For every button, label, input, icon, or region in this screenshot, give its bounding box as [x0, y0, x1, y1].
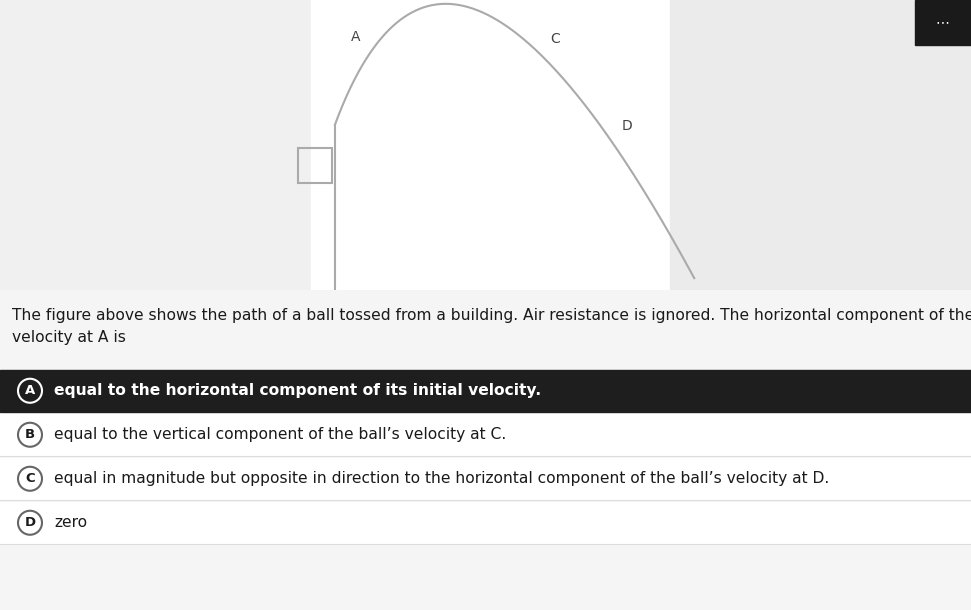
Bar: [298, 148, 332, 182]
Text: equal to the vertical component of the ball’s velocity at C.: equal to the vertical component of the b…: [54, 427, 506, 442]
Bar: [0, 458, 971, 500]
Circle shape: [18, 423, 42, 447]
Text: zero: zero: [54, 515, 87, 530]
Bar: [0, 0, 311, 290]
Text: D: D: [621, 119, 632, 133]
Text: The figure above shows the path of a ball tossed from a building. Air resistance: The figure above shows the path of a bal…: [12, 308, 971, 323]
Bar: [0, 502, 971, 544]
Text: C: C: [25, 472, 35, 485]
Bar: [670, 0, 971, 290]
Bar: [915, 0, 971, 45]
Text: C: C: [551, 32, 560, 46]
Text: equal in magnitude but opposite in direction to the horizontal component of the : equal in magnitude but opposite in direc…: [54, 472, 829, 486]
Text: A: A: [351, 30, 360, 44]
Bar: [0, 370, 971, 412]
Text: equal to the horizontal component of its initial velocity.: equal to the horizontal component of its…: [54, 383, 541, 398]
Text: velocity at A is: velocity at A is: [12, 330, 126, 345]
Circle shape: [18, 467, 42, 491]
Circle shape: [18, 511, 42, 535]
Text: ⋯: ⋯: [936, 15, 950, 29]
Text: B: B: [25, 428, 35, 441]
Text: D: D: [24, 516, 36, 529]
Bar: [311, 0, 670, 290]
Bar: [0, 414, 971, 456]
Circle shape: [18, 379, 42, 403]
Text: A: A: [25, 384, 35, 397]
